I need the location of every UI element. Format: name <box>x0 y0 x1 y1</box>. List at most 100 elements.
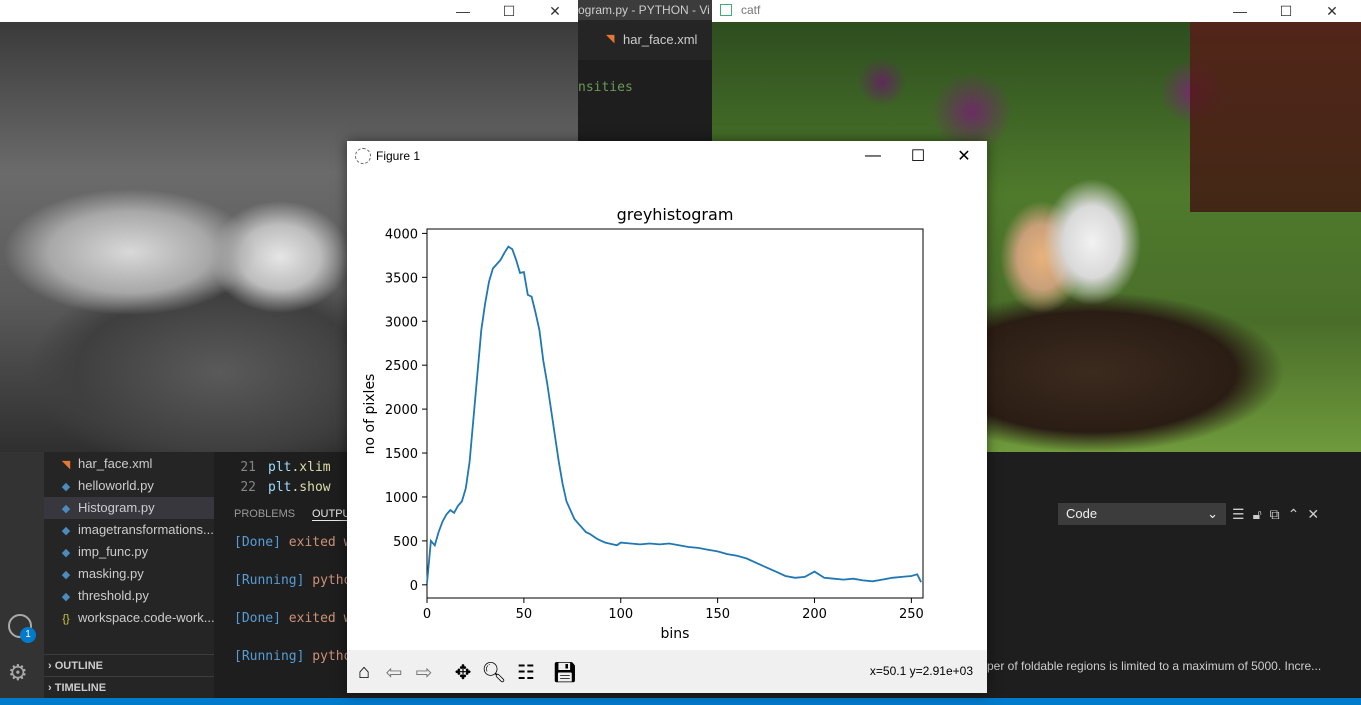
figure-titlebar[interactable]: Figure 1 — ☐ ✕ <box>347 141 987 171</box>
close-button[interactable]: ✕ <box>957 148 971 165</box>
save-icon[interactable]: 💾︎ <box>552 661 578 684</box>
notification-text: per of foldable regions is limited to a … <box>987 659 1322 673</box>
chevron-down-icon: ⌄ <box>1207 506 1218 521</box>
tab-problems[interactable]: PROBLEMS <box>234 508 296 520</box>
output-line: [Done] exited w <box>234 611 351 626</box>
histogram-line <box>426 245 922 584</box>
code-token: plt <box>268 480 292 495</box>
output-text: pytho <box>312 649 352 664</box>
y-tick-label: 0 <box>410 579 418 594</box>
minimize-button[interactable]: — <box>456 3 470 19</box>
output-tag: [Running] <box>234 573 305 588</box>
vscode-titlebar[interactable]: ogram.py - PYTHON - Vi <box>578 0 712 20</box>
file-label: masking.py <box>78 566 144 581</box>
output-line: [Done] exited w <box>234 535 351 550</box>
x-tick-label: 100 <box>608 607 633 622</box>
close-button[interactable]: ✕ <box>1326 2 1338 19</box>
x-ticks: 0 50 100 150 200 250 <box>423 598 924 622</box>
file-item[interactable]: {} workspace.code-work... <box>44 607 214 629</box>
output-channel-select[interactable]: Code ⌄ <box>1058 503 1226 525</box>
configure-subplots-icon[interactable]: ☷ <box>517 661 535 684</box>
chevron-right-icon: › <box>48 660 55 672</box>
line-number: 21 <box>240 460 256 475</box>
window-title: catf <box>741 3 761 17</box>
figure-title: Figure 1 <box>376 149 421 163</box>
maximize-button[interactable]: ☐ <box>910 148 926 165</box>
file-label: helloworld.py <box>78 478 154 493</box>
line-number: 22 <box>240 480 256 495</box>
panel-actions: ☰ 🔓︎ ⧉ ⌃ ✕ <box>1232 503 1361 525</box>
file-item[interactable]: ◆ helloworld.py <box>44 475 214 497</box>
window-icon <box>720 4 732 16</box>
explorer-sidebar: ◥ har_face.xml ◆ helloworld.py ◆ Histogram.… <box>44 452 214 705</box>
python-icon: ◆ <box>61 481 71 493</box>
home-icon[interactable]: ⌂ <box>357 660 371 683</box>
file-label: Histogram.py <box>78 500 155 515</box>
notification-badge: 1 <box>20 627 36 643</box>
maximize-button[interactable]: ☐ <box>502 2 516 19</box>
code-token: plt <box>268 460 292 475</box>
clear-output-icon[interactable]: ☰ <box>1232 505 1245 522</box>
grey-window-titlebar[interactable]: — ☐ ✕ <box>0 0 578 22</box>
code-editor-lines[interactable]: 21 plt.xlim 22 plt.show <box>214 452 348 495</box>
timeline-section[interactable]: › TIMELINE <box>44 676 214 698</box>
outline-section[interactable]: › OUTLINE <box>44 654 214 676</box>
x-axis-label: bins <box>661 626 690 642</box>
maximize-button[interactable]: ☐ <box>1279 2 1293 19</box>
file-item[interactable]: ◥ har_face.xml <box>44 453 214 475</box>
tab-output[interactable]: OUTPU <box>312 508 351 521</box>
file-item[interactable]: ◆ Histogram.py <box>44 497 214 519</box>
code-token: .show <box>291 480 331 495</box>
cursor-coordinates: x=50.1 y=2.91e+03 <box>869 664 973 678</box>
code-line: 21 plt.xlim <box>214 457 331 479</box>
lock-icon[interactable]: 🔓︎ <box>1252 505 1262 522</box>
file-label: imagetransformations... <box>78 522 214 537</box>
forward-icon[interactable]: ⇨ <box>415 661 433 684</box>
editor-tab-har-face[interactable]: ◥ har_face.xml <box>578 20 712 60</box>
back-icon[interactable]: ⇦ <box>385 661 403 684</box>
minimize-button[interactable]: — <box>1233 3 1247 19</box>
rss-icon: ◥ <box>606 33 615 45</box>
section-label: TIMELINE <box>54 682 107 694</box>
y-ticks: 0 500 1000 1500 2000 2500 3000 3500 4000 <box>385 227 427 594</box>
python-icon: ◆ <box>61 569 71 581</box>
select-value: Code <box>1066 506 1098 521</box>
pan-icon[interactable]: ✥ <box>454 661 472 684</box>
section-label: OUTLINE <box>54 660 104 672</box>
gear-icon[interactable]: ⚙ <box>8 660 28 685</box>
minimize-button[interactable]: — <box>865 147 881 164</box>
figure-toolbar: ⌂ ⇦ ⇨ ✥ 🔍︎ ☷ 💾︎ <box>347 650 987 693</box>
x-tick-label: 200 <box>802 607 827 622</box>
chart-title: greyhistogram <box>617 205 734 224</box>
tab-label: har_face.xml <box>623 32 698 47</box>
output-line: [Running] pytho <box>234 573 351 588</box>
close-button[interactable]: ✕ <box>549 2 561 19</box>
output-tag: [Running] <box>234 649 305 664</box>
chevron-up-icon[interactable]: ⌃ <box>1287 505 1300 522</box>
code-token: .xlim <box>291 460 331 475</box>
file-item[interactable]: ◆ threshold.py <box>44 585 214 607</box>
output-line: [Running] pytho <box>234 649 351 664</box>
y-tick-label: 500 <box>393 535 418 550</box>
output-text: exited w <box>288 535 352 550</box>
output-tag: [Done] <box>234 535 281 550</box>
file-label: threshold.py <box>78 588 149 603</box>
barn-wall <box>1190 22 1361 212</box>
python-icon: ◆ <box>61 525 71 537</box>
close-panel-icon[interactable]: ✕ <box>1307 505 1320 522</box>
y-tick-label: 3500 <box>385 271 418 286</box>
chevron-right-icon: › <box>48 682 55 694</box>
color-window-titlebar[interactable]: catf — ☐ ✕ <box>712 0 1361 22</box>
file-item[interactable]: ◆ imagetransformations... <box>44 519 214 541</box>
file-item[interactable]: ◆ imp_func.py <box>44 541 214 563</box>
python-icon: ◆ <box>61 503 71 515</box>
zoom-icon[interactable]: 🔍︎ <box>481 661 507 684</box>
y-tick-label: 2000 <box>385 403 418 418</box>
y-tick-label: 4000 <box>385 227 418 242</box>
y-axis-label: no of pixles <box>362 374 378 455</box>
open-log-icon[interactable]: ⧉ <box>1269 505 1280 522</box>
activity-bar: 1 ⚙ <box>0 452 44 705</box>
python-icon: ◆ <box>61 547 71 559</box>
file-item[interactable]: ◆ masking.py <box>44 563 214 585</box>
braces-icon: {} <box>62 613 70 625</box>
